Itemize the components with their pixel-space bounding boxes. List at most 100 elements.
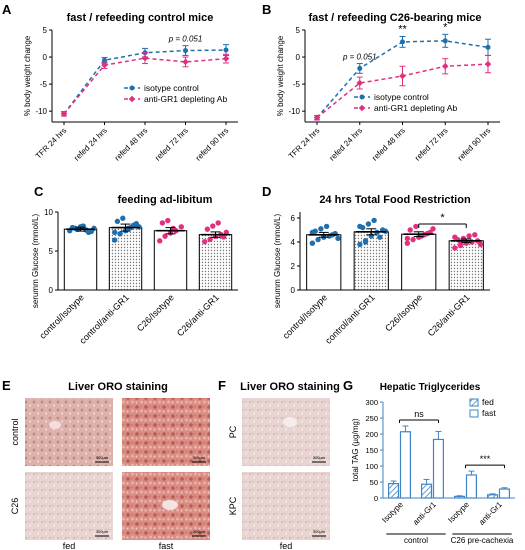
data-point (141, 54, 149, 62)
y-tick-label: 0 (374, 494, 378, 503)
y-tick-label: -10 (288, 107, 300, 116)
group-label: C26 pre-cachexia (451, 536, 514, 545)
data-point (170, 225, 176, 232)
legend-marker (129, 85, 135, 91)
y-tick-label: 2 (291, 262, 296, 271)
data-point (466, 233, 472, 239)
scale-bar-label: 300μm (193, 529, 206, 534)
vessel-pc (283, 417, 297, 427)
data-point (120, 215, 126, 221)
panel-b-title: fast / refeeding C26-bearing mice (309, 12, 482, 24)
vessel-control-fed (49, 421, 61, 429)
annotation: ns (414, 409, 424, 419)
panel-d-chart: 0 2 4 6 serumm Glucose (mmol/L)control/Isoty… (273, 212, 490, 346)
panel-letter-c: C (34, 184, 44, 199)
col-label-fast: fast (159, 541, 174, 550)
data-point (441, 63, 449, 70)
series-line (63, 57, 227, 115)
data-point (404, 240, 411, 246)
x-tick-label: refed 24 hrs (72, 126, 109, 163)
data-point (183, 48, 188, 54)
x-tick-label: control/Isotype (37, 292, 85, 340)
x-tick-label: refed 48 hrs (370, 126, 407, 163)
scale-bar-label: 300μm (313, 455, 326, 460)
x-tick-label: refed 72 hrs (153, 126, 190, 163)
panel-c: C feeding ad-libitum 0 5 10 serumm Glucose … (31, 184, 238, 346)
y-tick-label: 10 (44, 208, 53, 217)
x-tick-label: control/anti-GR1 (78, 292, 131, 345)
panel-letter-b: B (262, 2, 271, 17)
annotation: p = 0.051 (168, 35, 203, 44)
data-point (204, 226, 211, 232)
legend-marker (128, 95, 136, 103)
bar (487, 494, 499, 499)
x-tick-label: C26/anti-GR1 (426, 292, 472, 338)
x-tick-label: C26/Isotype (135, 292, 176, 333)
legend-label: anti-GR1 depleting Ab (144, 94, 227, 104)
x-tick-label: refed 90 hrs (194, 126, 231, 163)
panel-b-chart: -10 -5 0 5 TFR 24 hrs refed 24 hrs refed 48 hr… (276, 21, 500, 163)
data-point (484, 60, 492, 68)
vessel-c26-fast (162, 500, 178, 510)
scale-bar-label: 300μm (96, 455, 109, 460)
col-label-fed: fed (63, 541, 76, 550)
y-axis-label: serumm Glucose (mmol/L) (273, 214, 282, 309)
y-tick-label: -10 (35, 107, 47, 116)
panel-e: E Liver ORO staining 300μm 300μm 300μm 3… (2, 378, 210, 550)
x-tick-label: anti-Gr1 (411, 500, 438, 527)
annotation: * (440, 212, 445, 224)
y-tick-label: 300 (365, 398, 378, 407)
x-tick-label: Isotype (380, 500, 405, 525)
micrograph-c26-fed (25, 472, 113, 540)
data-point (157, 238, 163, 244)
data-point (407, 227, 413, 233)
y-tick-label: 0 (43, 53, 48, 62)
micrograph-kpc-fed (242, 472, 330, 540)
data-point (182, 58, 189, 66)
bar (432, 438, 444, 499)
legend-swatch (469, 409, 479, 418)
y-tick-label: 0 (291, 286, 296, 295)
data-point (165, 217, 171, 224)
bar (388, 483, 400, 499)
data-point (404, 235, 411, 242)
annotation: *** (480, 454, 491, 464)
micrograph-control-fed (25, 398, 113, 466)
panel-letter-a: A (2, 2, 12, 17)
data-point (130, 222, 137, 228)
panel-a-chart: -10 -5 0 5 TFR 24 hrs refed 24 hrs refed 48 hr… (23, 26, 238, 163)
data-point (309, 229, 316, 236)
scale-bar-label: 300μm (313, 529, 326, 534)
micrograph-pc-fed (242, 398, 330, 466)
x-tick-label: anti-Gr1 (477, 500, 504, 527)
panel-d-title: 24 hrs Total Food Restriction (319, 194, 471, 206)
y-tick-label: 4 (291, 238, 296, 247)
x-tick-label: TFR 24 hrs (34, 126, 69, 161)
annotation: p = 0.051 (342, 53, 377, 62)
y-tick-label: 200 (365, 430, 378, 439)
data-point (452, 234, 458, 240)
data-point (85, 229, 92, 235)
data-point (313, 114, 321, 121)
y-tick-label: 5 (49, 247, 54, 256)
data-point (335, 235, 341, 242)
panel-a-title: fast / refeeding control mice (67, 12, 214, 24)
y-tick-label: 0 (296, 53, 301, 62)
data-point (485, 44, 491, 50)
data-point (400, 39, 405, 45)
panel-e-title: Liver ORO staining (68, 381, 168, 393)
data-point (112, 237, 118, 243)
panel-letter-f: F (218, 378, 226, 393)
y-tick-label: 6 (291, 214, 296, 223)
data-point (112, 229, 118, 235)
data-point (162, 233, 168, 239)
data-point (323, 223, 330, 230)
data-point (215, 220, 221, 226)
legend-label: isotype control (144, 83, 199, 93)
x-tick-label: C26/Isotype (383, 292, 424, 333)
y-tick-label: -5 (293, 80, 301, 89)
x-tick-label: refed 72 hrs (413, 126, 450, 163)
data-point (114, 218, 121, 225)
data-point (159, 220, 166, 226)
